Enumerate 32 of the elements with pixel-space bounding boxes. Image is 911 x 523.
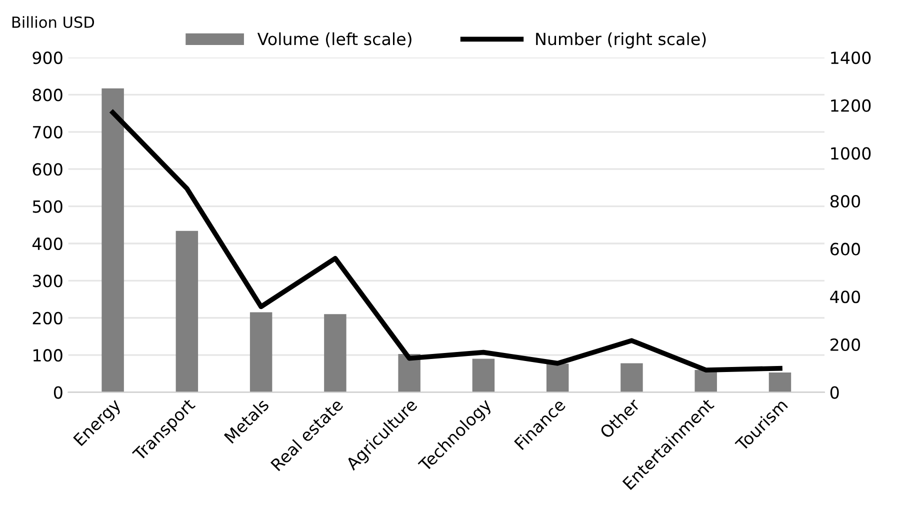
bar bbox=[472, 358, 495, 392]
y-tick-label: 400 bbox=[32, 237, 62, 250]
bar bbox=[620, 363, 643, 392]
y2-tick-label: 200 bbox=[830, 338, 860, 351]
y-tick-label: 300 bbox=[32, 274, 62, 288]
legend-label: Number (right scale) bbox=[536, 32, 706, 48]
y2-tick-label: 400 bbox=[830, 290, 860, 304]
y-tick-label: 800 bbox=[32, 88, 62, 102]
y-tick-label: 100 bbox=[33, 349, 62, 362]
bar bbox=[250, 312, 272, 392]
y-tick-label: 200 bbox=[32, 312, 62, 324]
y2-tick-label: 0 bbox=[830, 386, 839, 399]
y-tick-label: 600 bbox=[32, 163, 62, 176]
bar bbox=[398, 354, 420, 392]
y-tick-label: 700 bbox=[33, 126, 62, 138]
y2-tick-label: 800 bbox=[830, 194, 860, 208]
bar bbox=[102, 88, 124, 392]
bar bbox=[546, 364, 569, 392]
y-axis-title: Billion USD bbox=[12, 16, 94, 28]
y2-tick-label: 600 bbox=[830, 242, 860, 256]
legend-label: Volume (left scale) bbox=[257, 32, 412, 48]
bar bbox=[324, 314, 346, 392]
bar bbox=[176, 230, 198, 392]
y2-tick-label: 1400 bbox=[831, 51, 871, 64]
y2-tick-label: 1200 bbox=[831, 99, 871, 112]
bar bbox=[768, 372, 792, 392]
y-tick-label: 900 bbox=[32, 51, 62, 64]
y2-tick-label: 1000 bbox=[831, 147, 871, 160]
y-tick-label: 500 bbox=[32, 200, 62, 213]
bar bbox=[694, 370, 717, 392]
y-tick-label: 0 bbox=[54, 386, 62, 399]
line-series bbox=[110, 110, 782, 372]
